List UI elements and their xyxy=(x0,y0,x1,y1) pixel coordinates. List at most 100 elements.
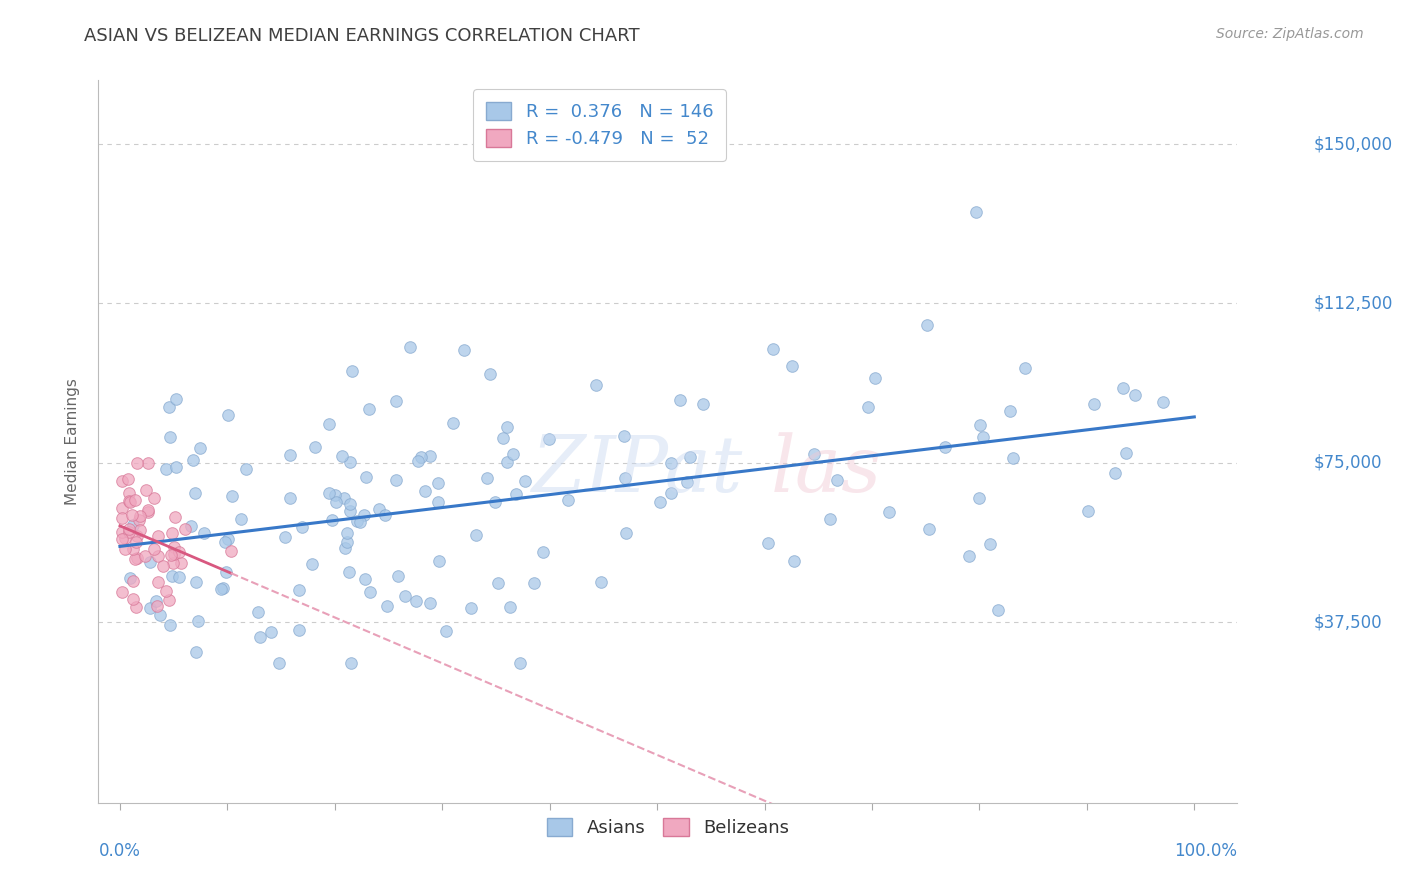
Point xyxy=(118,525,141,540)
Point xyxy=(965,205,987,219)
Point xyxy=(384,393,406,408)
Point xyxy=(669,393,692,408)
Point xyxy=(211,581,233,595)
Point xyxy=(353,508,375,523)
Point xyxy=(124,551,146,566)
Point xyxy=(375,599,398,613)
Point xyxy=(136,503,159,517)
Point xyxy=(346,514,368,528)
Point xyxy=(125,599,148,614)
Point xyxy=(488,576,510,591)
Point xyxy=(111,500,134,515)
Point xyxy=(394,589,416,603)
Text: $37,500: $37,500 xyxy=(1313,613,1382,632)
Point xyxy=(1123,388,1146,402)
Point xyxy=(460,600,482,615)
Point xyxy=(288,583,311,598)
Point xyxy=(214,535,236,549)
Point xyxy=(235,462,257,476)
Point xyxy=(184,486,207,500)
Point xyxy=(332,491,354,505)
Point xyxy=(159,548,181,562)
Point xyxy=(409,450,432,465)
Point xyxy=(217,409,239,423)
Point xyxy=(278,491,301,506)
Point xyxy=(762,342,785,356)
Point xyxy=(159,430,181,444)
Point xyxy=(173,522,195,536)
Point xyxy=(505,487,527,501)
Point xyxy=(659,456,682,470)
Text: 0.0%: 0.0% xyxy=(98,842,141,860)
Point xyxy=(427,495,450,509)
Point xyxy=(149,607,172,622)
Point xyxy=(190,442,212,456)
Point xyxy=(146,549,169,563)
Point xyxy=(122,574,145,589)
Point xyxy=(537,432,560,446)
Point xyxy=(969,491,991,505)
Point xyxy=(143,491,166,506)
Point xyxy=(523,576,546,591)
Point xyxy=(146,574,169,589)
Point xyxy=(183,452,205,467)
Point xyxy=(613,429,636,443)
Point xyxy=(193,526,215,541)
Point xyxy=(163,548,186,562)
Point xyxy=(513,474,536,488)
Point xyxy=(969,418,991,433)
Point xyxy=(531,545,554,559)
Text: $150,000: $150,000 xyxy=(1313,135,1393,153)
Point xyxy=(167,544,190,558)
Point xyxy=(509,656,531,670)
Point xyxy=(339,497,361,511)
Point xyxy=(339,565,361,579)
Point xyxy=(692,396,714,410)
Point xyxy=(215,566,238,580)
Point xyxy=(145,599,167,613)
Point xyxy=(128,513,150,527)
Text: 100.0%: 100.0% xyxy=(1174,842,1237,860)
Point xyxy=(139,601,162,615)
Point xyxy=(217,532,239,546)
Point xyxy=(863,370,886,384)
Point xyxy=(918,522,941,536)
Point xyxy=(614,526,637,541)
Point xyxy=(877,505,900,519)
Point xyxy=(318,417,340,432)
Point xyxy=(136,504,159,518)
Point xyxy=(453,343,475,358)
Text: $75,000: $75,000 xyxy=(1313,454,1382,472)
Point xyxy=(155,583,177,598)
Point xyxy=(111,474,134,488)
Point xyxy=(162,557,184,571)
Point xyxy=(1077,504,1099,518)
Text: ASIAN VS BELIZEAN MEDIAN EARNINGS CORRELATION CHART: ASIAN VS BELIZEAN MEDIAN EARNINGS CORREL… xyxy=(84,27,640,45)
Point xyxy=(125,529,148,543)
Point xyxy=(143,541,166,556)
Point xyxy=(128,523,150,537)
Point xyxy=(1112,381,1135,395)
Point xyxy=(368,502,391,516)
Point xyxy=(650,494,672,508)
Point xyxy=(998,404,1021,418)
Point xyxy=(1083,397,1105,411)
Point xyxy=(136,456,159,470)
Point xyxy=(408,453,430,467)
Point xyxy=(124,493,146,508)
Point xyxy=(122,518,145,533)
Point xyxy=(374,508,396,522)
Point xyxy=(359,585,381,599)
Point xyxy=(675,475,697,489)
Point xyxy=(247,605,270,619)
Point xyxy=(427,476,450,491)
Point xyxy=(249,630,271,644)
Point xyxy=(170,557,193,571)
Point xyxy=(419,450,441,464)
Text: Source: ZipAtlas.com: Source: ZipAtlas.com xyxy=(1216,27,1364,41)
Point xyxy=(585,377,607,392)
Point xyxy=(502,447,524,461)
Point xyxy=(475,471,498,485)
Point xyxy=(427,553,450,567)
Point xyxy=(135,483,157,497)
